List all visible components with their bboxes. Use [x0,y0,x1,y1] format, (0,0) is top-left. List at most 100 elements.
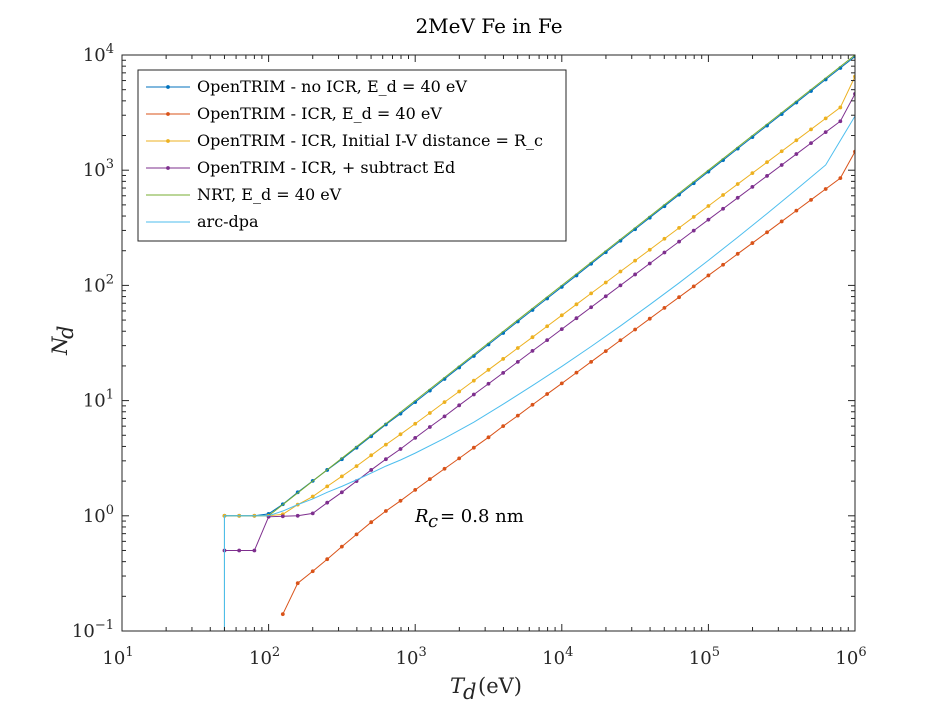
data-point [383,442,388,447]
series-2 [280,149,855,617]
data-point [574,302,579,307]
data-point [280,514,285,519]
data-point [603,294,608,299]
data-point [559,327,564,332]
data-point [325,500,330,505]
data-point [589,305,594,310]
data-point [750,241,755,245]
data-point [735,195,740,200]
data-point [369,468,374,472]
data-point [457,403,462,408]
data-point [413,435,418,440]
data-point [545,392,550,396]
data-point [295,581,300,586]
legend-label: OpenTRIM - no ICR, E_d = 40 eV [197,77,467,96]
data-point [545,338,550,343]
x-axis-subscript: d [463,680,476,704]
data-point [442,466,447,471]
data-point [237,548,242,553]
x-tick-label: 102 [249,645,280,669]
data-point [779,219,784,224]
data-point [809,141,813,146]
legend-entry-4: OpenTRIM - ICR, + subtract Ed [146,158,455,177]
data-point [662,236,667,241]
data-point [354,445,359,450]
data-point [530,335,535,340]
data-point [735,182,740,186]
data-point [809,197,813,202]
y-axis-subscript: d [54,326,78,339]
data-point [501,370,506,375]
data-point [794,208,799,213]
data-point [765,230,769,235]
data-point [530,349,535,353]
data-point [398,447,403,451]
y-tick-label: 104 [83,42,114,66]
data-point [486,367,491,372]
data-point [721,193,725,197]
rc-annotation: R c = 0.8 nm [414,506,524,532]
data-point [574,316,579,321]
legend-entry-6: arc-dpa [146,212,259,231]
annotation-symbol: R [414,506,429,527]
data-point [471,378,476,383]
series-line-4 [224,93,855,551]
ticks-layer [121,54,856,632]
data-point [310,569,315,574]
legend-swatch-marker [166,112,170,116]
legend-label: arc-dpa [197,212,259,231]
y-tick-label: 103 [83,157,114,181]
data-point [515,359,520,364]
x-axis-symbol: T [450,674,466,698]
annotation-subscript: c [428,511,438,532]
data-point [369,453,374,458]
data-point [252,548,257,553]
data-point [280,612,285,617]
x-axis-unit: (eV) [478,674,522,698]
plot-frame [121,54,856,632]
data-point [501,357,506,361]
data-point [823,116,828,121]
data-point [339,474,344,479]
data-point [618,283,623,288]
data-point [603,349,608,353]
data-point [545,324,550,329]
data-point [691,284,696,289]
data-point [706,273,711,278]
data-point [574,370,579,375]
data-point [647,247,652,252]
data-point [383,457,388,462]
data-point [369,520,374,525]
data-point [515,346,520,350]
data-point [457,389,462,394]
data-point [633,258,637,263]
y-tick-label: 102 [83,272,114,296]
data-point [691,215,696,219]
legend-swatch-marker [166,85,170,89]
legend-box [137,69,567,242]
data-point [838,119,843,124]
data-point [559,313,564,318]
data-point [471,392,476,397]
data-point [677,225,681,230]
data-point [838,105,843,110]
data-point [310,494,315,499]
data-point [325,484,330,489]
data-point [589,359,594,364]
data-point [427,425,432,429]
series-6 [223,115,855,631]
data-point [501,424,506,429]
series-line-6 [223,115,855,631]
data-point [779,163,784,167]
data-point [471,445,476,450]
data-point [413,487,418,492]
data-point [794,152,799,156]
data-point [735,251,740,256]
data-point [618,269,623,274]
legend-entry-5: NRT, E_d = 40 eV [146,185,342,204]
data-point [662,305,667,310]
series-layer [222,55,855,631]
data-point [721,206,725,211]
data-point [427,477,432,482]
